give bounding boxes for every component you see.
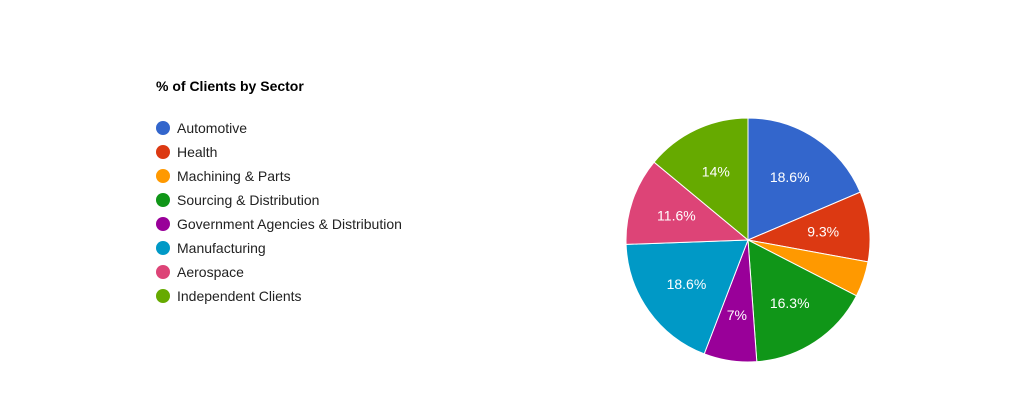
- legend-item: Health: [156, 140, 402, 164]
- legend-swatch: [156, 217, 170, 231]
- legend-item: Independent Clients: [156, 284, 402, 308]
- pie-slice[interactable]: [625, 161, 750, 245]
- pie-slice[interactable]: [625, 239, 749, 355]
- legend-swatch: [156, 289, 170, 303]
- legend-label: Machining & Parts: [177, 168, 291, 184]
- legend-swatch: [156, 121, 170, 135]
- legend-item: Machining & Parts: [156, 164, 402, 188]
- legend-item: Manufacturing: [156, 236, 402, 260]
- slice-data-label: 7%: [727, 307, 747, 323]
- chart-legend: Automotive Health Machining & Parts Sourcin…: [156, 116, 402, 308]
- slice-data-label: 18.6%: [667, 276, 707, 292]
- slice-data-label: 16.3%: [770, 295, 810, 311]
- slice-data-label: 18.6%: [770, 169, 810, 185]
- legend-swatch: [156, 193, 170, 207]
- legend-label: Manufacturing: [177, 240, 266, 256]
- legend-item: Aerospace: [156, 260, 402, 284]
- pie-slice[interactable]: [653, 117, 749, 242]
- slice-data-label: 11.6%: [657, 208, 696, 224]
- legend-item: Government Agencies & Distribution: [156, 212, 402, 236]
- legend-label: Sourcing & Distribution: [177, 192, 320, 208]
- legend-label: Government Agencies & Distribution: [177, 216, 402, 232]
- legend-swatch: [156, 241, 170, 255]
- slice-data-label: 14%: [702, 164, 730, 180]
- legend-swatch: [156, 145, 170, 159]
- legend-label: Aerospace: [177, 264, 244, 280]
- pie-slice[interactable]: [747, 239, 858, 363]
- legend-label: Independent Clients: [177, 288, 302, 304]
- slice-data-label: 9.3%: [807, 224, 839, 240]
- legend-item: Automotive: [156, 116, 402, 140]
- legend-item: Sourcing & Distribution: [156, 188, 402, 212]
- legend-swatch: [156, 265, 170, 279]
- chart-title: % of Clients by Sector: [156, 78, 304, 94]
- legend-swatch: [156, 169, 170, 183]
- legend-label: Automotive: [177, 120, 248, 136]
- pie-slice[interactable]: [747, 117, 861, 241]
- legend-label: Health: [177, 144, 218, 160]
